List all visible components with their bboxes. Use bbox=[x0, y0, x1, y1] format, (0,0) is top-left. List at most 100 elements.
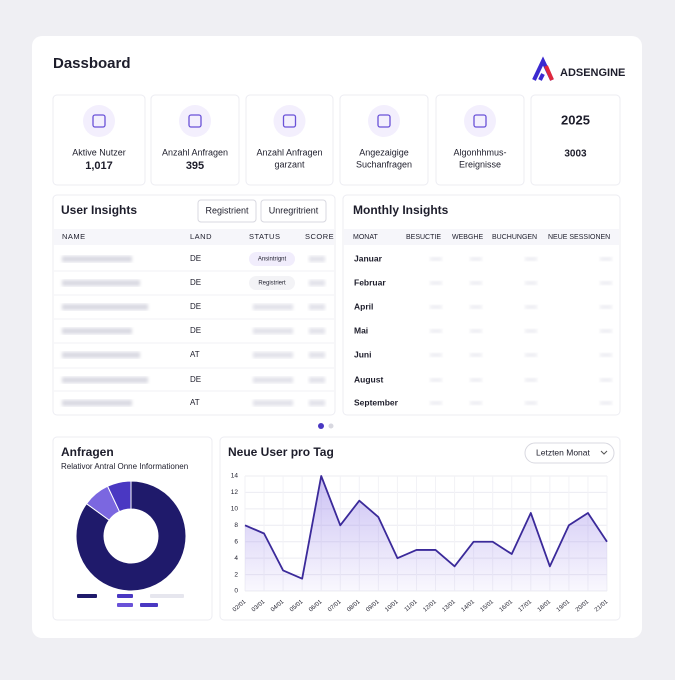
page-dot[interactable] bbox=[318, 423, 324, 429]
blurred-cell bbox=[470, 305, 482, 309]
kpi-label: 2025 bbox=[561, 112, 590, 127]
column-header: STATUS bbox=[249, 232, 280, 241]
blurred-score bbox=[309, 400, 325, 406]
blurred-cell bbox=[430, 401, 442, 405]
page-title: Dassboard bbox=[53, 55, 131, 72]
blurred-cell bbox=[600, 305, 612, 309]
kpi-icon bbox=[464, 105, 496, 137]
blurred-status bbox=[253, 304, 293, 310]
blurred-cell bbox=[600, 281, 612, 285]
kpi-icon-glyph bbox=[377, 114, 391, 128]
blurred-cell bbox=[525, 305, 537, 309]
legend-swatch bbox=[140, 603, 158, 607]
line-area bbox=[245, 476, 607, 591]
y-tick-label: 0 bbox=[234, 588, 238, 595]
status-label: Registriert bbox=[258, 281, 286, 287]
blurred-cell bbox=[430, 329, 442, 333]
panel bbox=[52, 194, 336, 416]
y-tick-label: 8 bbox=[234, 522, 238, 529]
kpi-label: Suchanfragen bbox=[356, 159, 412, 169]
kpi-icon-glyph bbox=[473, 114, 487, 128]
panel bbox=[52, 94, 146, 186]
filter-button[interactable] bbox=[197, 199, 257, 223]
column-header: WEBGHE bbox=[452, 234, 483, 241]
y-tick-label: 10 bbox=[231, 506, 239, 513]
blurred-name bbox=[62, 352, 140, 358]
range-dropdown[interactable] bbox=[524, 442, 615, 464]
donut-segment bbox=[106, 480, 132, 513]
kpi-icon bbox=[179, 105, 211, 137]
land-cell: DE bbox=[190, 278, 201, 287]
filter-button[interactable] bbox=[260, 199, 327, 223]
y-tick-label: 6 bbox=[234, 538, 238, 545]
kpi-label: Angezaigige bbox=[359, 147, 409, 157]
kpi-value: 1,017 bbox=[85, 160, 113, 172]
month-cell: Februar bbox=[354, 277, 386, 287]
blurred-cell bbox=[600, 329, 612, 333]
land-cell: AT bbox=[190, 350, 200, 359]
blurred-cell bbox=[600, 401, 612, 405]
column-header: BUCHUNGEN bbox=[492, 234, 537, 241]
blurred-cell bbox=[525, 329, 537, 333]
y-tick-label: 14 bbox=[231, 473, 239, 480]
status-badge bbox=[249, 276, 295, 290]
blurred-name bbox=[62, 328, 132, 334]
month-cell: Mai bbox=[354, 325, 368, 335]
blurred-status bbox=[253, 400, 293, 406]
kpi-icon bbox=[83, 105, 115, 137]
line bbox=[244, 475, 608, 580]
kpi-value: 395 bbox=[186, 160, 204, 172]
kpi-label: Algonhhmus- bbox=[453, 147, 506, 157]
blurred-cell bbox=[525, 353, 537, 357]
dropdown-caret[interactable] bbox=[600, 450, 608, 455]
blurred-cell bbox=[470, 353, 482, 357]
land-cell: DE bbox=[190, 375, 201, 384]
blurred-name bbox=[62, 256, 132, 262]
column-header: BESUCTIE bbox=[406, 234, 441, 241]
y-tick-label: 4 bbox=[234, 555, 238, 562]
blurred-status bbox=[253, 328, 293, 334]
kpi-icon-glyph bbox=[282, 114, 297, 128]
page-dot[interactable] bbox=[328, 423, 334, 429]
blurred-cell bbox=[430, 378, 442, 382]
panel bbox=[339, 94, 429, 186]
legend-swatch bbox=[150, 594, 184, 598]
panel bbox=[435, 94, 525, 186]
column-header: SCORE bbox=[305, 232, 334, 241]
kpi-value: 3003 bbox=[564, 149, 587, 160]
panel bbox=[530, 94, 621, 186]
legend-swatch bbox=[117, 603, 133, 607]
y-tick-label: 2 bbox=[234, 571, 238, 578]
kpi-label: Anzahl Anfragen bbox=[256, 147, 322, 157]
kpi-label: garzant bbox=[274, 159, 305, 169]
donut-segment bbox=[75, 480, 187, 592]
kpi-label: Anzahl Anfragen bbox=[162, 147, 228, 157]
y-tick-label: 12 bbox=[231, 489, 239, 496]
blurred-cell bbox=[470, 329, 482, 333]
blurred-cell bbox=[525, 401, 537, 405]
panel bbox=[150, 94, 240, 186]
logo-text: ADSENGINE bbox=[560, 67, 625, 79]
column-header: NAME bbox=[62, 232, 86, 241]
chart-title: Anfragen bbox=[61, 445, 114, 459]
land-cell: DE bbox=[190, 326, 201, 335]
month-cell: Juni bbox=[354, 349, 371, 359]
kpi-icon-glyph bbox=[92, 114, 106, 128]
month-cell: September bbox=[354, 397, 399, 407]
blurred-cell bbox=[470, 281, 482, 285]
blurred-cell bbox=[430, 353, 442, 357]
range-dropdown-label[interactable]: Letzten Monat bbox=[536, 447, 591, 457]
filter-button-label[interactable]: Unregritrient bbox=[269, 205, 319, 215]
blurred-score bbox=[309, 304, 325, 310]
blurred-cell bbox=[600, 257, 612, 261]
blurred-cell bbox=[525, 257, 537, 261]
legend-swatch bbox=[77, 594, 97, 598]
blurred-cell bbox=[430, 305, 442, 309]
column-header: NEUE SESSIONEN bbox=[548, 234, 610, 241]
month-cell: August bbox=[354, 374, 383, 384]
kpi-icon bbox=[273, 105, 306, 137]
panel-title: User Insights bbox=[61, 203, 137, 217]
month-cell: Januar bbox=[354, 253, 383, 263]
filter-button-label[interactable]: Registrient bbox=[205, 205, 249, 215]
blurred-cell bbox=[600, 353, 612, 357]
